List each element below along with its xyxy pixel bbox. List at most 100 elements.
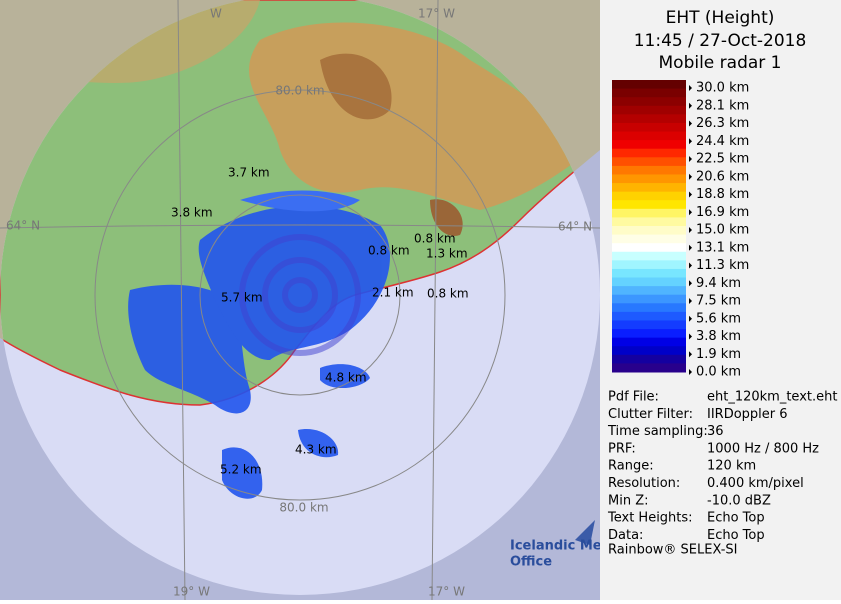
- legend-tick: [689, 191, 692, 198]
- legend-tick: [689, 156, 692, 162]
- legend-tick: [689, 280, 692, 287]
- legend-swatch: [612, 183, 686, 193]
- legend-swatch: [612, 243, 686, 253]
- info-value: 0.400 km/pixel: [707, 476, 804, 491]
- legend-tick: [689, 369, 692, 375]
- height-label: 4.8 km: [325, 371, 367, 385]
- legend-swatch: [612, 337, 686, 347]
- legend-label: 7.5 km: [696, 294, 741, 309]
- info-value: 1000 Hz / 800 Hz: [707, 441, 819, 456]
- legend-tick: [689, 351, 692, 358]
- info-key: Text Heights:: [607, 511, 693, 526]
- legend-label: 5.6 km: [696, 311, 741, 326]
- radar-name: Mobile radar 1: [659, 53, 782, 73]
- legend-swatch: [612, 311, 686, 321]
- info-key: Resolution:: [608, 476, 680, 491]
- legend-label: 28.1 km: [696, 98, 749, 113]
- lon-label: 17° W: [418, 7, 455, 21]
- height-label: 1.3 km: [426, 247, 468, 261]
- legend-swatch: [612, 208, 686, 218]
- legend-swatch: [612, 131, 686, 141]
- info-key: Time sampling:: [607, 424, 708, 439]
- legend-swatch: [612, 226, 686, 236]
- logo-text: Icelandic Met: [510, 539, 608, 554]
- legend-swatch: [612, 354, 686, 364]
- lon-label: 19° W: [173, 585, 210, 599]
- legend-swatch: [612, 363, 686, 373]
- range-grid: [0, 0, 600, 600]
- lat-label: 64° N: [6, 219, 40, 233]
- height-label: 0.8 km: [427, 287, 469, 301]
- legend-swatch: [612, 294, 686, 304]
- info-key: Pdf File:: [608, 390, 659, 405]
- legend-swatch: [612, 105, 686, 115]
- legend-tick: [689, 120, 692, 127]
- info-value: Echo Top: [707, 511, 765, 526]
- info-key: PRF:: [608, 441, 636, 456]
- legend-label: 26.3 km: [696, 116, 749, 131]
- legend-swatch: [612, 277, 686, 287]
- legend-label: 3.8 km: [696, 329, 741, 344]
- legend-label: 24.4 km: [696, 134, 749, 149]
- legend-tick: [689, 227, 692, 233]
- info-value: Echo Top: [707, 528, 765, 543]
- legend-label: 22.5 km: [696, 152, 749, 167]
- legend-swatch: [612, 122, 686, 133]
- height-label: 2.1 km: [372, 286, 414, 300]
- legend-swatch: [612, 140, 686, 150]
- legend-tick: [689, 244, 692, 251]
- legend-swatch: [612, 114, 686, 124]
- legend-label: 30.0 km: [696, 81, 749, 96]
- height-label: 0.8 km: [414, 232, 456, 246]
- height-label: 3.8 km: [171, 206, 213, 220]
- legend-label: 20.6 km: [696, 169, 749, 184]
- height-label: 5.2 km: [220, 463, 262, 477]
- legend-swatch: [612, 174, 686, 184]
- ring-label: 80.0 km: [279, 501, 328, 515]
- lon-label: W: [210, 7, 222, 21]
- info-key: Data:: [608, 528, 643, 543]
- info-value: -10.0 dBZ: [707, 493, 771, 508]
- height-label: 5.7 km: [221, 291, 263, 305]
- title: EHT (Height): [666, 8, 775, 28]
- legend: 30.0 km 28.1 km 26.3 km 24.4 km 22.5 km 20.6 …: [612, 80, 749, 380]
- legend-swatch: [612, 191, 686, 201]
- legend-tick: [689, 173, 692, 180]
- info-key: Clutter Filter:: [608, 407, 693, 422]
- lon-label: 17° W: [428, 585, 465, 599]
- legend-label: 0.0 km: [696, 365, 741, 380]
- height-label: 3.7 km: [228, 166, 270, 180]
- legend-label: 18.8 km: [696, 187, 749, 202]
- legend-swatch: [612, 157, 686, 167]
- lat-label: 64° N: [558, 220, 592, 234]
- legend-tick: [689, 138, 692, 145]
- legend-tick: [689, 298, 692, 304]
- legend-swatch: [612, 97, 686, 107]
- legend-swatch: [612, 88, 686, 98]
- legend-tick: [689, 102, 692, 109]
- info-value: 36: [707, 424, 724, 439]
- legend-swatch: [612, 329, 686, 339]
- legend-tick: [689, 209, 692, 216]
- height-label: 0.8 km: [368, 244, 410, 258]
- legend-swatch: [612, 320, 686, 330]
- legend-label: 11.3 km: [696, 258, 749, 273]
- legend-swatch: [612, 260, 686, 270]
- legend-swatch: [612, 200, 686, 210]
- height-label: 4.3 km: [295, 443, 337, 457]
- legend-swatch: [612, 251, 686, 261]
- legend-swatch: [612, 148, 686, 158]
- legend-tick: [689, 333, 692, 340]
- map: 80.0 km 80.0 km 64° N 64° N W 17° W 19° …: [0, 0, 608, 600]
- legend-label: 16.9 km: [696, 205, 749, 220]
- legend-swatch: [612, 80, 686, 90]
- legend-tick: [689, 262, 692, 269]
- legend-swatch: [612, 165, 686, 175]
- ring-label: 80.0 km: [275, 84, 324, 98]
- legend-swatch: [612, 286, 686, 296]
- legend-tick: [689, 315, 692, 322]
- time: 11:45 / 27-Oct-2018: [634, 31, 807, 51]
- info-value: 120 km: [707, 459, 756, 474]
- info-table: Pdf File: eht_120km_text.eht Clutter Filte…: [607, 390, 837, 543]
